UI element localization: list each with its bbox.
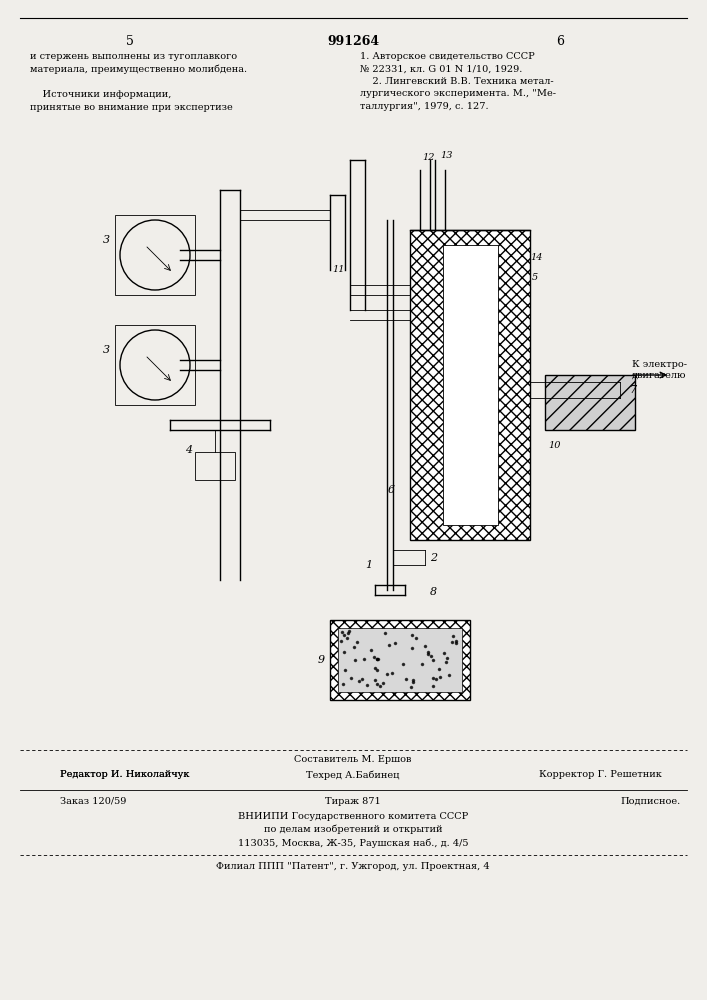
Text: Корректор Г. Решетник: Корректор Г. Решетник xyxy=(539,770,662,779)
Text: 113035, Москва, Ж-35, Раушская наб., д. 4/5: 113035, Москва, Ж-35, Раушская наб., д. … xyxy=(238,838,468,848)
Text: 5: 5 xyxy=(532,273,538,282)
Bar xyxy=(115,215,195,295)
Text: 13: 13 xyxy=(440,151,452,160)
Text: и стержень выполнены из тугоплавкого
материала, преимущественно молибдена.

    : и стержень выполнены из тугоплавкого мат… xyxy=(30,52,247,112)
Bar xyxy=(545,375,635,430)
Bar xyxy=(410,230,530,540)
Text: Тираж 871: Тираж 871 xyxy=(325,797,381,806)
Text: 4: 4 xyxy=(185,445,192,455)
Text: 6: 6 xyxy=(556,35,564,48)
Bar xyxy=(338,628,462,692)
Text: 7: 7 xyxy=(630,385,637,395)
Text: 6: 6 xyxy=(388,485,395,495)
Text: 12: 12 xyxy=(422,153,435,162)
Text: 11: 11 xyxy=(332,265,345,274)
Text: 2: 2 xyxy=(430,553,437,563)
Bar xyxy=(330,620,470,700)
Text: 991264: 991264 xyxy=(327,35,379,48)
Text: Редактор И. Николайчук: Редактор И. Николайчук xyxy=(60,770,189,779)
Text: ВНИИПИ Государственного комитета СССР: ВНИИПИ Государственного комитета СССР xyxy=(238,812,468,821)
Text: 10: 10 xyxy=(548,440,561,450)
Text: 3: 3 xyxy=(103,345,110,355)
Text: Заказ 120/59: Заказ 120/59 xyxy=(60,797,127,806)
Bar xyxy=(115,325,195,405)
Text: Подписное.: Подписное. xyxy=(620,797,680,806)
Bar xyxy=(443,245,498,525)
Text: 8: 8 xyxy=(430,587,437,597)
Text: 14: 14 xyxy=(530,253,542,262)
Text: 5: 5 xyxy=(126,35,134,48)
Text: Составитель М. Ершов: Составитель М. Ершов xyxy=(294,755,411,764)
Text: 1. Авторское свидетельство СССР
№ 22331, кл. G 01 N 1/10, 1929.
    2. Лингевски: 1. Авторское свидетельство СССР № 22331,… xyxy=(360,52,556,111)
Text: Редактор И. Николайчук: Редактор И. Николайчук xyxy=(60,770,189,779)
Text: Филиал ППП "Патент", г. Ужгород, ул. Проектная, 4: Филиал ППП "Патент", г. Ужгород, ул. Про… xyxy=(216,862,490,871)
Text: 9: 9 xyxy=(318,655,325,665)
Bar xyxy=(195,452,235,480)
Text: 1: 1 xyxy=(365,560,372,570)
Text: К электро-
двигателю: К электро- двигателю xyxy=(632,360,687,380)
Text: 3: 3 xyxy=(103,235,110,245)
Text: по делам изобретений и открытий: по делам изобретений и открытий xyxy=(264,825,443,834)
Text: Техред А.Бабинец: Техред А.Бабинец xyxy=(306,770,399,780)
